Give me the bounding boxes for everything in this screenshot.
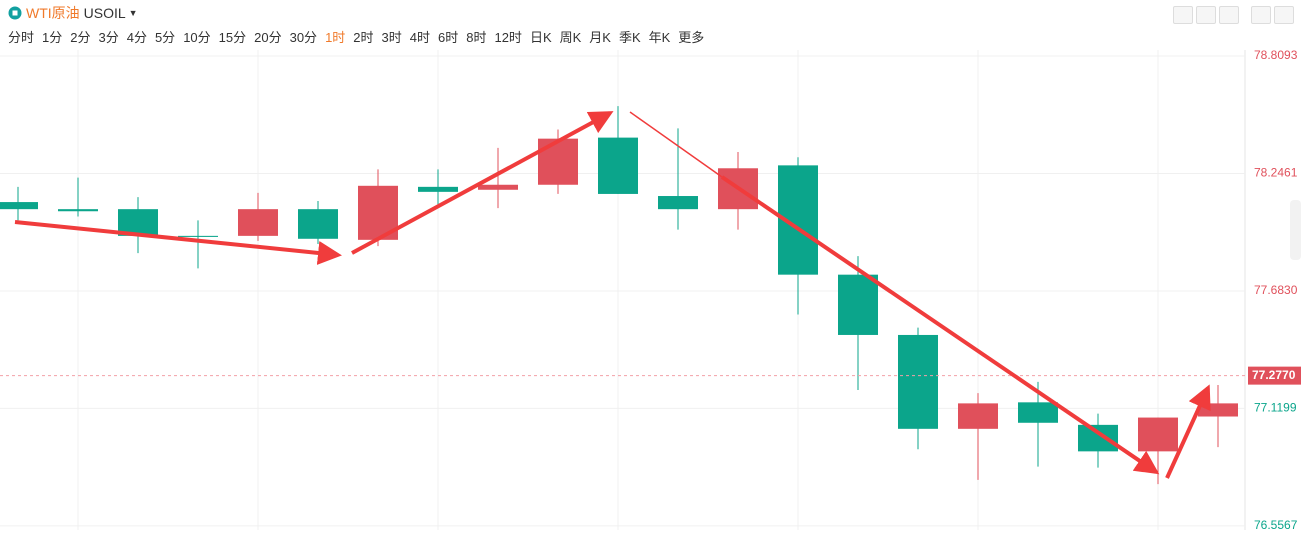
period-tab[interactable]: 月K (589, 30, 611, 45)
period-tab[interactable]: 4分 (126, 30, 147, 45)
period-tab[interactable]: 3时 (381, 30, 402, 45)
candle-body (478, 184, 518, 190)
tool-icon[interactable] (1274, 6, 1294, 24)
y-tick-label: 78.2461 (1254, 166, 1298, 180)
period-tab[interactable]: 2分 (70, 30, 91, 45)
period-tab[interactable]: 10分 (183, 30, 211, 45)
last-price-box (1248, 366, 1301, 385)
symbol-bar: WTI原油 USOIL ▼ (8, 4, 138, 22)
period-tab[interactable]: 5分 (154, 30, 176, 45)
candle-body (958, 403, 998, 429)
candle-body (298, 209, 338, 239)
period-tab[interactable]: 日K (529, 30, 552, 45)
candle-body (178, 235, 218, 237)
candle-body (0, 202, 38, 210)
tool-icon[interactable] (1251, 6, 1271, 24)
period-tab[interactable]: 分时 (8, 30, 35, 45)
symbol-code[interactable]: USOIL (83, 5, 126, 21)
period-tab[interactable]: 15分 (218, 30, 247, 45)
y-tick-label: 77.6830 (1254, 283, 1298, 297)
symbol-name[interactable]: WTI原油 (26, 5, 80, 21)
period-tab[interactable]: 12时 (494, 30, 522, 45)
candle-body (538, 138, 578, 185)
period-tab[interactable]: 3分 (98, 30, 119, 45)
y-tick-label: 76.5567 (1254, 518, 1298, 532)
candle-body (1018, 402, 1058, 423)
period-tab[interactable]: 6时 (438, 30, 459, 45)
annotation-arrows (14, 111, 1211, 479)
candle-body (898, 334, 938, 429)
period-tab[interactable]: 1分 (42, 30, 63, 45)
tool-icon[interactable] (1196, 6, 1216, 24)
period-tab[interactable]: 2时 (353, 30, 374, 45)
dropdown-caret[interactable]: ▼ (128, 8, 138, 18)
tool-icon[interactable] (1219, 6, 1239, 24)
candle-body (1138, 417, 1178, 452)
period-tab[interactable]: 1时 (325, 30, 346, 45)
candle-body (418, 186, 458, 192)
candle-body (1198, 403, 1238, 417)
period-tab[interactable]: 20分 (254, 30, 282, 45)
y-tick-label: 77.1199 (1254, 401, 1297, 415)
last-price-label: 77.2770 (1252, 368, 1296, 382)
candle-body (58, 209, 98, 212)
symbol-icon (8, 6, 22, 20)
candle-body (838, 274, 878, 335)
y-tick-label: 78.8093 (1254, 48, 1298, 62)
candle-body (658, 196, 698, 210)
period-tab[interactable]: 8时 (466, 30, 487, 45)
period-tab[interactable]: 季K (618, 30, 641, 45)
period-tab[interactable]: 30分 (289, 30, 318, 45)
candle-body (598, 137, 638, 194)
candle-body (1078, 424, 1118, 452)
side-handle[interactable] (1290, 200, 1301, 260)
period-tabs: 分时 1分 2分 3分 4分 5分 10分 15分 20分 30分 1时 2时 3时 4时 6时 8时 12时日… (8, 27, 712, 46)
period-tab[interactable]: 年K (648, 30, 671, 45)
period-tab[interactable]: 4时 (409, 30, 430, 45)
tool-icon[interactable] (1173, 6, 1193, 24)
candle-body (238, 209, 278, 236)
period-tab[interactable]: 更多 (678, 30, 705, 45)
period-tab[interactable]: 周K (559, 30, 582, 45)
